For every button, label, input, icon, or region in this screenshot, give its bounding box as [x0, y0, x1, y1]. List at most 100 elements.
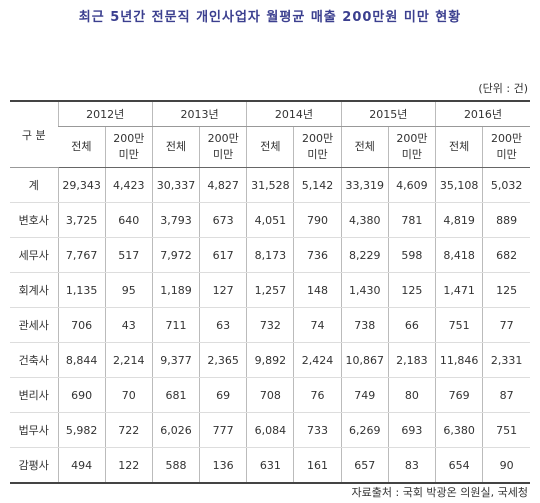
cell: 10,867: [340, 342, 389, 378]
sub-header: 200만 미만: [293, 126, 342, 168]
cell: 681: [151, 377, 200, 413]
cell: 517: [104, 237, 153, 273]
cell: 3,725: [57, 202, 106, 238]
cell: 781: [387, 202, 436, 238]
cell: 736: [293, 237, 342, 273]
sub-header-text: 전체: [448, 140, 470, 153]
cell: 2,424: [293, 342, 342, 378]
sub-header: 전체: [340, 126, 389, 168]
source-note: 자료출처 : 국회 박광온 의원실, 국세청: [351, 486, 528, 499]
sub-header: 전체: [58, 126, 106, 168]
cell: 631: [246, 447, 294, 484]
cell: 76: [293, 377, 342, 413]
cell: 63: [199, 307, 247, 343]
table-row: 변호사 3,725 640 3,793 673 4,051 790 4,380 781 4,819…: [10, 202, 530, 238]
cell: 693: [387, 412, 436, 448]
cell: 673: [199, 202, 247, 238]
corner-header: 구 분: [10, 100, 58, 168]
cell: 83: [387, 447, 436, 484]
row-label: 세무사: [10, 237, 58, 273]
table-row: 건축사 8,844 2,214 9,377 2,365 9,892 2,424 10,867 2…: [10, 342, 530, 378]
cell: 5,142: [293, 167, 342, 203]
cell: 43: [104, 307, 153, 343]
cell: 7,767: [57, 237, 106, 273]
cell: 33,319: [340, 167, 389, 203]
cell: 682: [482, 237, 530, 273]
cell: 77: [482, 307, 530, 343]
cell: 161: [293, 447, 342, 484]
cell: 2,331: [482, 342, 530, 378]
year-header: 2016년: [435, 100, 530, 127]
cell: 617: [199, 237, 247, 273]
cell: 74: [293, 307, 342, 343]
row-label: 건축사: [10, 342, 58, 378]
year-header: 2015년: [340, 100, 436, 127]
sub-header: 200만 미만: [482, 126, 530, 168]
cell: 588: [151, 447, 200, 484]
cell: 654: [434, 447, 483, 484]
title: 최근 5년간 전문직 개인사업자 월평균 매출 200만원 미만 현황: [78, 10, 462, 25]
cell: 1,189: [151, 272, 200, 308]
sub-header: 200만 미만: [199, 126, 247, 168]
cell: 4,609: [387, 167, 436, 203]
sub-header: 200만 미만: [387, 126, 436, 168]
row-label: 계: [10, 167, 58, 203]
cell: 8,173: [246, 237, 294, 273]
cell: 148: [293, 272, 342, 308]
cell: 690: [57, 377, 106, 413]
year-header: 2012년: [57, 100, 153, 127]
cell: 4,051: [246, 202, 294, 238]
row-label: 변리사: [10, 377, 58, 413]
cell: 8,844: [57, 342, 106, 378]
cell: 70: [104, 377, 153, 413]
cell: 889: [482, 202, 530, 238]
cell: 494: [57, 447, 106, 484]
cell: 125: [387, 272, 436, 308]
cell: 9,892: [246, 342, 294, 378]
sub-header: 전체: [246, 126, 294, 168]
cell: 80: [387, 377, 436, 413]
cell: 738: [340, 307, 389, 343]
row-label: 감평사: [10, 447, 58, 484]
sub-header-text: 전체: [260, 140, 281, 153]
cell: 1,430: [340, 272, 389, 308]
cell: 769: [434, 377, 483, 413]
sub-header-text: 200만 미만: [491, 132, 523, 161]
table-row: 감평사 494 122 588 136 631 161 657 83 654 90: [10, 447, 530, 484]
cell: 708: [246, 377, 294, 413]
cell: 69: [199, 377, 247, 413]
cell: 30,337: [151, 167, 200, 203]
table-row: 회계사 1,135 95 1,189 127 1,257 148 1,430 125 1,471 1…: [10, 272, 530, 308]
row-label: 관세사: [10, 307, 58, 343]
table-row: 법무사 5,982 722 6,026 777 6,084 733 6,269 693 6,380…: [10, 412, 530, 448]
cell: 4,380: [340, 202, 389, 238]
cell: 127: [199, 272, 247, 308]
cell: 5,032: [482, 167, 530, 203]
cell: 657: [340, 447, 389, 484]
sub-header-text: 전체: [354, 140, 375, 153]
table-row: 계 29,343 4,423 30,337 4,827 31,528 5,142 33,319…: [10, 167, 530, 203]
cell: 1,135: [57, 272, 106, 308]
cell: 136: [199, 447, 247, 484]
cell: 6,026: [151, 412, 200, 448]
cell: 9,377: [151, 342, 200, 378]
cell: 598: [387, 237, 436, 273]
cell: 751: [482, 412, 530, 448]
cell: 790: [293, 202, 342, 238]
cell: 122: [104, 447, 153, 484]
cell: 2,183: [387, 342, 436, 378]
cell: 95: [104, 272, 153, 308]
sub-header-text: 전체: [165, 140, 187, 153]
row-label: 회계사: [10, 272, 58, 308]
cell: 711: [151, 307, 200, 343]
cell: 125: [482, 272, 530, 308]
table-row: 관세사 706 43 711 63 732 74 738 66 751 77: [10, 307, 530, 343]
cell: 640: [104, 202, 153, 238]
cell: 87: [482, 377, 530, 413]
cell: 777: [199, 412, 247, 448]
cell: 6,269: [340, 412, 389, 448]
sub-header-text: 200만 미만: [301, 132, 334, 161]
cell: 4,819: [434, 202, 483, 238]
year-header: 2014년: [246, 100, 342, 127]
